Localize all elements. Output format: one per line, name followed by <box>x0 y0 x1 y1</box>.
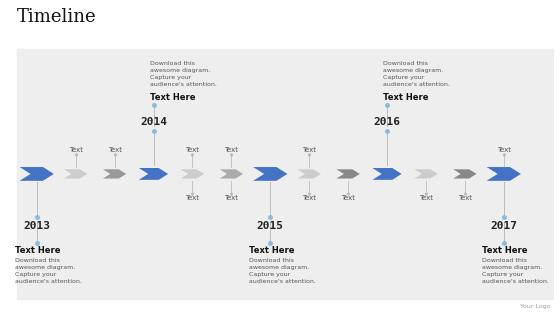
Text: 2016: 2016 <box>374 117 400 127</box>
Text: Your Logo: Your Logo <box>520 304 550 309</box>
Polygon shape <box>220 169 243 179</box>
Text: Text: Text <box>458 195 472 201</box>
Text: Text: Text <box>108 146 122 152</box>
Polygon shape <box>297 169 321 179</box>
Text: Text Here: Text Here <box>150 93 195 102</box>
Text: Text: Text <box>185 146 199 152</box>
Text: Text: Text <box>341 195 355 201</box>
Text: Download this
awesome diagram.
Capture your
audience's attention.: Download this awesome diagram. Capture y… <box>15 258 82 284</box>
Text: Text Here: Text Here <box>15 246 61 255</box>
Text: Text: Text <box>302 146 316 152</box>
Text: Download this
awesome diagram.
Capture your
audience's attention.: Download this awesome diagram. Capture y… <box>482 258 549 284</box>
Text: Download this
awesome diagram.
Capture your
audience's attention.: Download this awesome diagram. Capture y… <box>150 60 217 87</box>
Text: Download this
awesome diagram.
Capture your
audience's attention.: Download this awesome diagram. Capture y… <box>383 60 450 87</box>
Text: Text: Text <box>69 146 83 152</box>
Text: 2017: 2017 <box>491 220 517 231</box>
Text: Download this
awesome diagram.
Capture your
audience's attention.: Download this awesome diagram. Capture y… <box>249 258 316 284</box>
Polygon shape <box>253 167 287 181</box>
Text: Text: Text <box>419 195 433 201</box>
Text: Text: Text <box>185 195 199 201</box>
Polygon shape <box>20 167 54 181</box>
Text: Text: Text <box>497 146 511 152</box>
Text: Text Here: Text Here <box>383 93 428 102</box>
Text: Text: Text <box>302 195 316 201</box>
Polygon shape <box>487 167 521 181</box>
Text: 2014: 2014 <box>140 117 167 127</box>
Polygon shape <box>414 169 437 179</box>
Bar <box>17 49 554 299</box>
Polygon shape <box>453 169 477 179</box>
Polygon shape <box>103 169 126 179</box>
Text: Text: Text <box>225 146 239 152</box>
Polygon shape <box>139 168 168 180</box>
Polygon shape <box>181 169 204 179</box>
Text: 2015: 2015 <box>257 220 284 231</box>
Text: Text Here: Text Here <box>482 246 528 255</box>
Text: Timeline: Timeline <box>17 8 97 26</box>
Polygon shape <box>64 169 87 179</box>
Text: Text Here: Text Here <box>249 246 295 255</box>
Text: Text: Text <box>225 195 239 201</box>
Polygon shape <box>337 169 360 179</box>
Polygon shape <box>372 168 402 180</box>
Text: 2013: 2013 <box>23 220 50 231</box>
